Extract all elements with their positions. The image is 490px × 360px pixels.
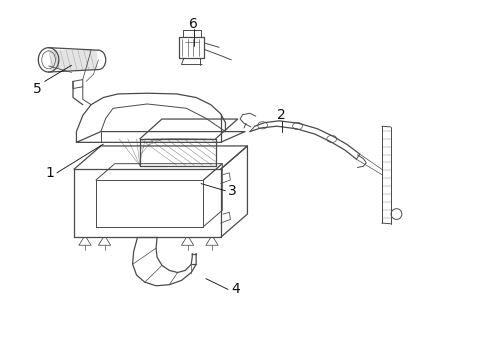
Text: 4: 4 bbox=[231, 282, 240, 296]
Text: 6: 6 bbox=[189, 17, 198, 31]
Text: 2: 2 bbox=[277, 108, 286, 122]
Text: 3: 3 bbox=[228, 184, 237, 198]
Text: 1: 1 bbox=[45, 166, 54, 180]
Text: 5: 5 bbox=[33, 82, 42, 95]
